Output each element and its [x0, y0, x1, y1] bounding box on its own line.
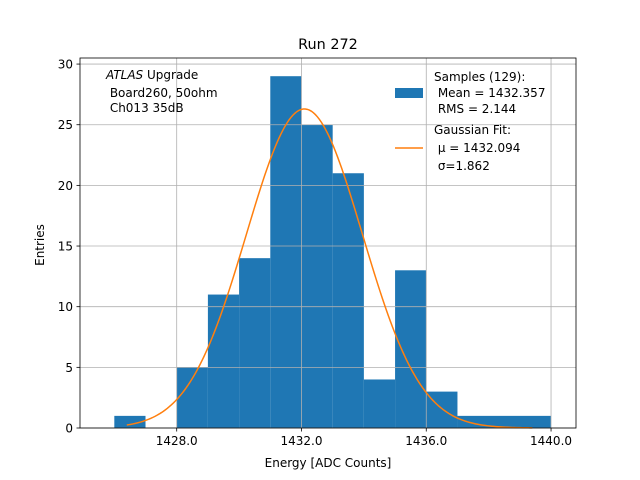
- annotation-line-3: Ch013 35dB: [106, 101, 184, 115]
- legend-fit-line-2: μ = 1432.094: [434, 141, 520, 155]
- y-tick-label-6: 30: [58, 58, 73, 72]
- axes-frame: [79, 57, 577, 429]
- plot-area: 1428.0 1432.0 1436.0 1440.0 0 5 10 15 20 25 30: [58, 57, 577, 448]
- histogram-bar-2: [207, 294, 240, 428]
- annotation-line-2: Board260, 50ohm: [106, 86, 218, 100]
- legend-hist-line-3: RMS = 2.144: [434, 102, 516, 116]
- histogram-bar-4: [270, 76, 302, 429]
- y-tick-label-2: 10: [58, 300, 73, 314]
- y-tick-label-3: 15: [58, 240, 73, 254]
- x-axis-label: Energy [ADC Counts]: [265, 456, 392, 470]
- legend-fit-line-1: Gaussian Fit:: [434, 123, 511, 137]
- x-tick-label-3: 1440.0: [530, 434, 572, 448]
- x-tick-label-1: 1432.0: [280, 434, 322, 448]
- chart-title: Run 272: [298, 37, 358, 53]
- histogram-bar-8: [395, 270, 427, 428]
- legend-hist-line-1: Samples (129):: [434, 70, 525, 84]
- y-tick-label-1: 5: [65, 361, 73, 375]
- y-tick-label-0: 0: [65, 422, 73, 436]
- histogram-bar-1: [176, 367, 208, 428]
- x-tick-label-2: 1436.0: [405, 434, 447, 448]
- annotation-upgrade-word: Upgrade: [143, 68, 198, 82]
- histogram-bar-10: [457, 415, 552, 428]
- legend-hist-line-2: Mean = 1432.357: [434, 86, 545, 100]
- histogram-bar-7: [363, 379, 396, 428]
- annotation-line-1: ATLAS Upgrade: [105, 68, 198, 82]
- histogram-bar-5: [301, 124, 333, 428]
- annotation-atlas-word: ATLAS: [105, 68, 144, 82]
- histogram-bar-9: [426, 391, 458, 428]
- legend-fit-line-3: σ=1.862: [434, 159, 490, 173]
- legend-hist-swatch: [395, 88, 423, 98]
- atlas-annotation: ATLAS Upgrade Board260, 50ohm Ch013 35dB: [105, 68, 218, 115]
- histogram-bar-6: [332, 173, 364, 428]
- y-axis-label: Entries: [33, 224, 47, 266]
- gaussian-fit-curve: [126, 108, 533, 429]
- y-tick-label-4: 20: [58, 179, 73, 193]
- legend: Samples (129): Mean = 1432.357 RMS = 2.1…: [395, 70, 545, 173]
- x-tick-label-0: 1428.0: [156, 434, 198, 448]
- y-tick-label-5: 25: [58, 118, 73, 132]
- histogram-bar-3: [239, 258, 271, 428]
- histogram-bar-0: [114, 415, 146, 428]
